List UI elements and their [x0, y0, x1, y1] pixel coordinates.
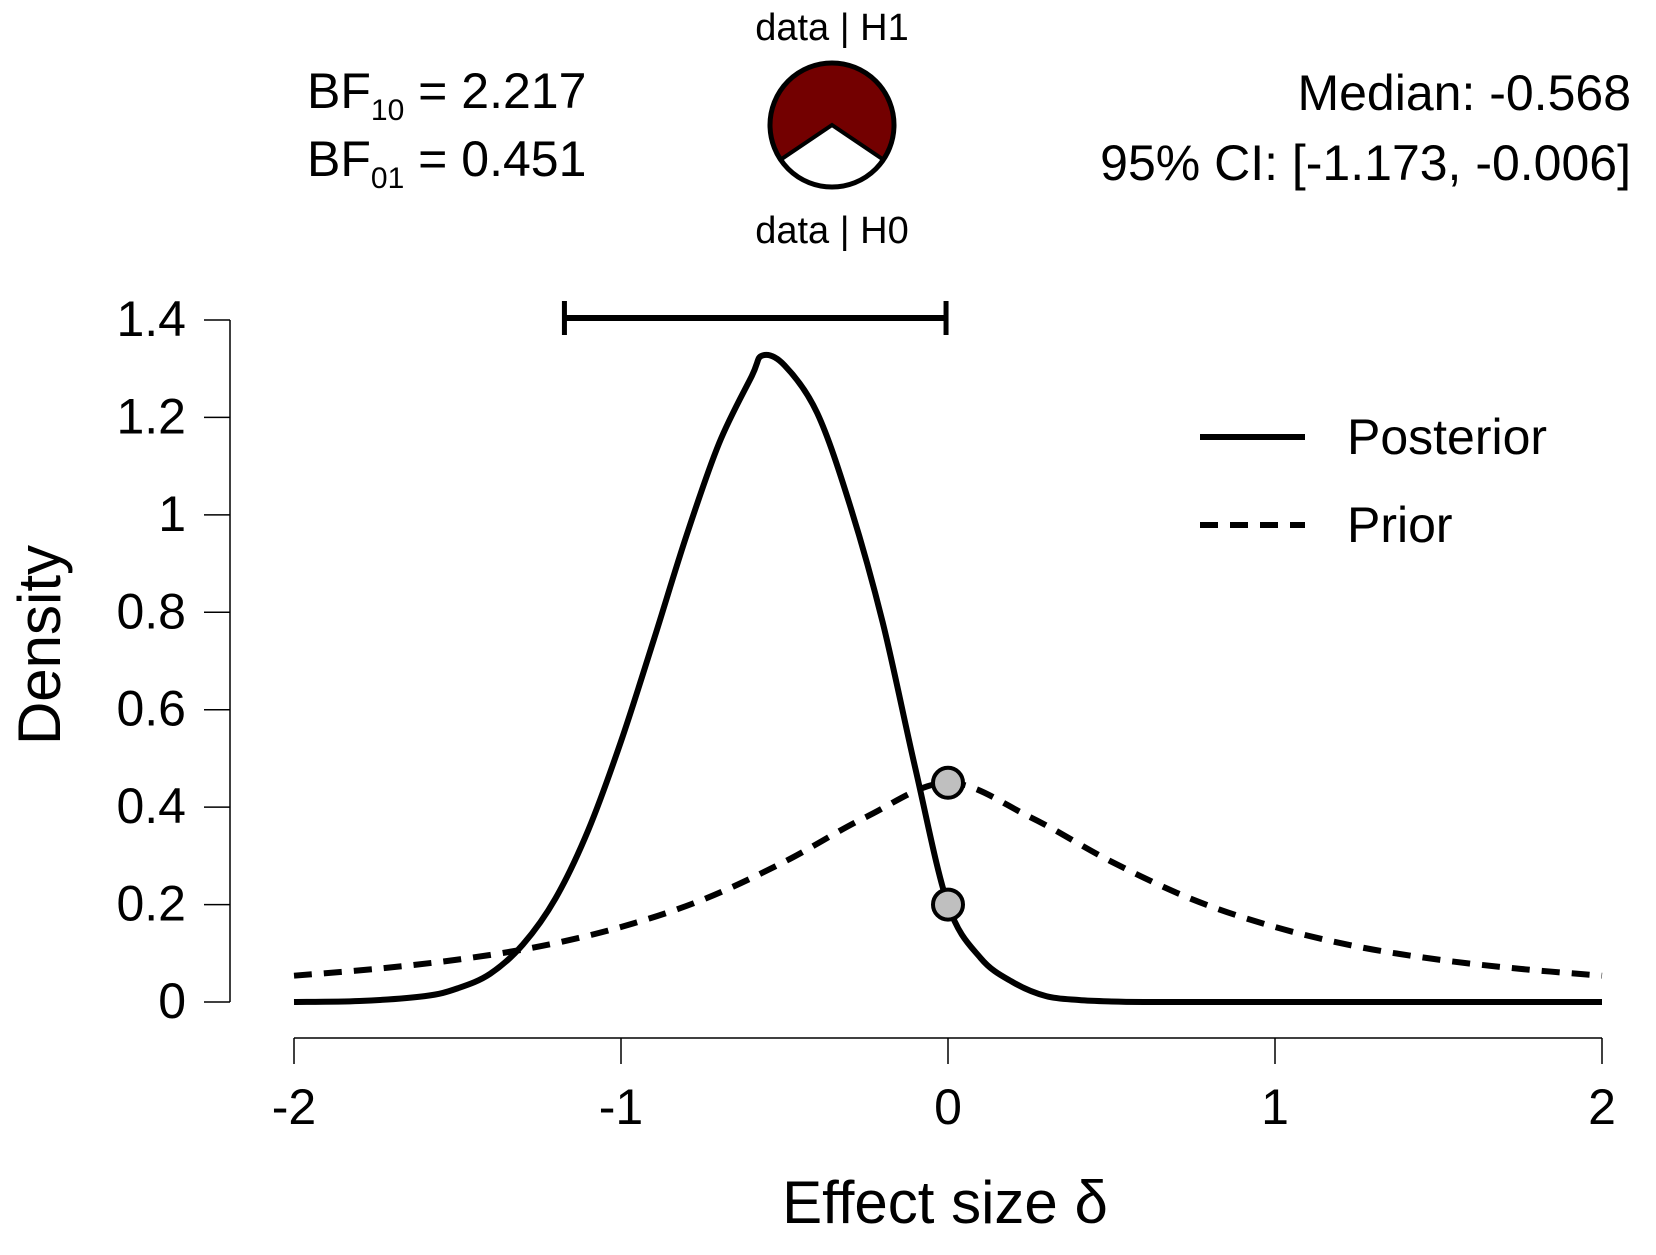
- density-point: [931, 765, 965, 800]
- legend: Posterior Prior: [1200, 409, 1547, 553]
- y-tick-label: 0.4: [116, 778, 186, 834]
- series-posterior-line: [293, 351, 1602, 1006]
- y-tick-label: 1.2: [116, 388, 186, 444]
- bayes-factor-pie: [767, 60, 897, 190]
- x-tick-label: 2: [1588, 1079, 1616, 1135]
- y-tick-label: 1.4: [116, 291, 186, 347]
- points-layer: [931, 765, 965, 922]
- y-tick-label: 0.6: [116, 681, 186, 737]
- y-axis: 0 0.2 0.4 0.6 0.8 1 1.2 1.4: [116, 291, 231, 1029]
- y-tick-label: 0.2: [116, 876, 186, 932]
- legend-label-posterior: Posterior: [1347, 409, 1547, 465]
- x-tick-label: -1: [599, 1079, 643, 1135]
- credible-interval-bar: [561, 301, 949, 335]
- x-tick-label: 0: [934, 1079, 962, 1135]
- y-axis-title: Density: [6, 545, 73, 745]
- x-axis: -2 -1 0 1 2: [272, 1037, 1616, 1135]
- bf10-label: BF10 = 2.217: [307, 63, 586, 127]
- pie-bottom-label: data | H0: [755, 210, 909, 252]
- pie-outline: [767, 60, 897, 190]
- median-label: Median: -0.568: [1297, 65, 1631, 121]
- legend-label-prior: Prior: [1347, 497, 1453, 553]
- series-prior-line: [293, 779, 1603, 979]
- y-tick-label: 0.8: [116, 583, 186, 639]
- pie-top-label: data | H1: [755, 7, 909, 49]
- y-tick-label: 0: [158, 973, 186, 1029]
- ci-label: 95% CI: [-1.173, -0.006]: [1100, 135, 1631, 191]
- density-point: [931, 887, 965, 922]
- y-tick-label: 1: [158, 486, 186, 542]
- x-tick-label: -2: [272, 1079, 316, 1135]
- x-axis-title: Effect size δ: [782, 1169, 1108, 1236]
- x-tick-label: 1: [1261, 1079, 1289, 1135]
- bf01-label: BF01 = 0.451: [307, 131, 586, 195]
